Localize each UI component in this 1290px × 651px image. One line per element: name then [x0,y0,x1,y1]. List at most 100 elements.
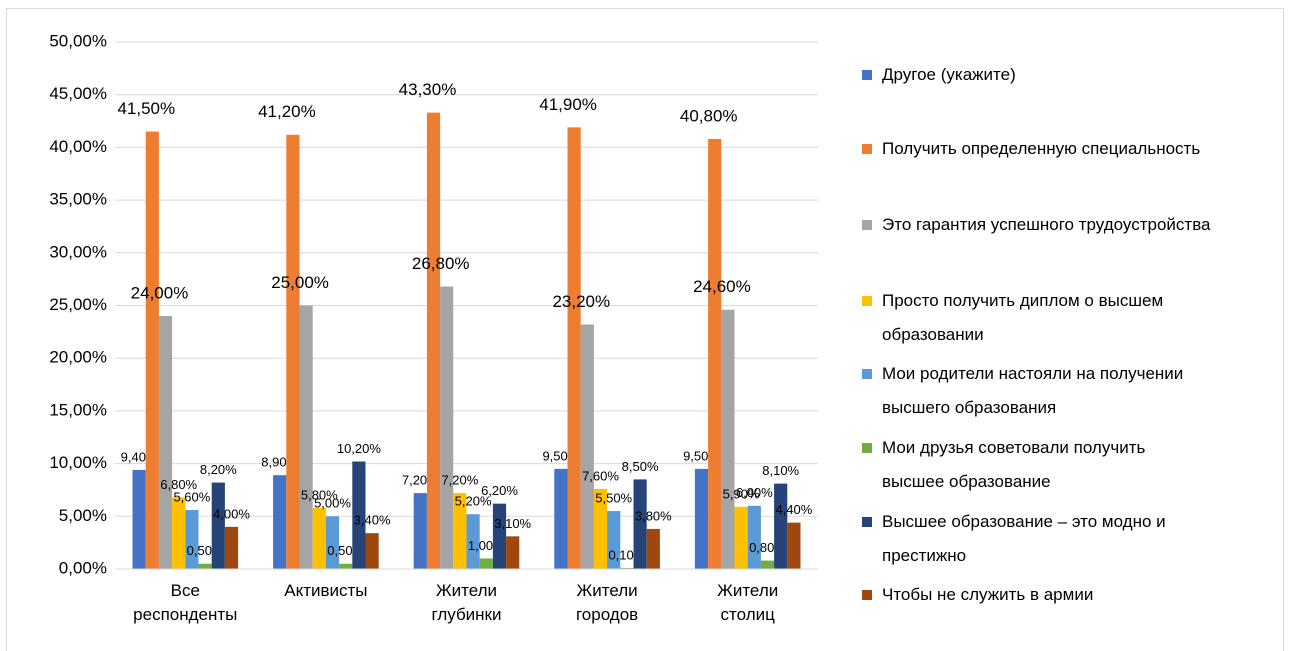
bar [620,567,634,569]
data-label: 5,00% [314,496,351,511]
bar [352,461,366,569]
data-label: 8,50% [622,459,659,474]
data-label: 41,90% [539,95,597,114]
data-label: 7,60% [582,468,619,483]
bar [479,558,493,569]
bar [413,493,427,569]
bar [721,309,735,569]
data-label: 3,10% [494,516,531,531]
legend-entry: Другое (укажите) [862,58,1212,92]
legend-label: Мои родители настояли на получении высше… [882,364,1184,417]
bar [198,563,212,569]
legend-swatch [862,70,872,80]
data-label: 5,90% [723,486,760,501]
x-tick-label: Жители городов [575,581,639,624]
data-label: 24,60% [693,277,751,296]
data-label: 10,20% [337,441,382,456]
x-tick-label: Активисты [284,581,368,600]
legend-entry: Получить определенную специальность [862,132,1212,166]
bar [506,536,520,569]
legend-entry: Мои родители настояли на получении высше… [862,357,1212,425]
bar [440,286,454,569]
data-label: 24,00% [131,284,189,303]
bar [492,503,507,569]
x-tick-label: Жители глубинки [431,581,502,624]
bar [567,127,581,570]
bar [145,131,159,569]
x-tick-label: Жители столиц [717,581,779,624]
legend-entry: Просто получить диплом о высшем образова… [862,284,1212,352]
bar [185,509,199,569]
data-label: 8,10% [762,463,799,478]
legend-label: Просто получить диплом о высшем образова… [882,291,1164,344]
legend-swatch [862,443,872,453]
legend-label: Получить определенную специальность [882,139,1201,158]
legend-label: Высшее образование – это модно и престиж… [882,512,1166,565]
bar [787,522,801,569]
data-label: 23,20% [552,292,610,311]
bar [633,479,647,569]
data-label: 7,20% [441,473,478,488]
data-label: 5,50% [595,490,632,505]
legend-entry: Высшее образование – это модно и престиж… [862,505,1212,573]
y-tick-label: 15,00% [49,400,107,419]
bar [694,468,709,569]
bar [132,469,146,569]
bar [734,506,748,569]
legend-swatch [862,590,872,600]
bar [158,316,173,569]
bar [426,112,441,570]
data-label: 6,80% [160,477,197,492]
bar [312,507,326,569]
data-label: 5,80% [301,487,338,502]
legend-label: Другое (укажите) [882,65,1016,84]
bar [172,497,186,569]
data-label: 43,30% [399,80,457,99]
y-tick-label: 10,00% [49,453,107,472]
bar [365,533,379,569]
y-tick-label: 50,00% [49,31,107,50]
bar [554,468,568,569]
bar [325,516,340,569]
bar [339,563,353,569]
bar [747,505,761,569]
legend-entry: Это гарантия успешного трудоустройства [862,208,1212,242]
data-label: 41,50% [117,99,175,118]
legend-swatch [862,296,872,306]
legend-entry: Мои друзья советовали получить высшее об… [862,431,1212,499]
data-label: 41,20% [258,102,316,121]
legend-label: Чтобы не служить в армии [882,585,1094,604]
bar [774,483,788,569]
data-label: 4,00% [213,506,250,521]
bar [466,514,480,569]
bar [273,475,287,569]
legend-swatch [862,517,872,527]
data-label: 6,20% [481,483,518,498]
y-tick-label: 35,00% [49,190,107,209]
data-label: 25,00% [271,273,329,292]
legend-swatch [862,369,872,379]
bar [211,482,225,569]
bar [593,488,608,569]
y-tick-label: 45,00% [49,84,107,103]
bar [708,138,722,569]
data-label: 5,60% [173,489,210,504]
y-tick-label: 5,00% [59,506,107,525]
bar [299,305,313,569]
chart-frame [6,8,1284,651]
y-tick-label: 30,00% [49,242,107,261]
y-tick-label: 25,00% [49,295,107,314]
data-label: 40,80% [680,106,738,125]
legend-label: Это гарантия успешного трудоустройства [882,215,1211,234]
data-label: 3,80% [635,508,672,523]
data-label: 3,40% [354,513,391,528]
data-label: 6,00% [736,485,773,500]
legend-swatch [862,220,872,230]
y-tick-label: 20,00% [49,348,107,367]
bar [224,526,239,569]
data-label: 5,20% [455,494,492,509]
y-tick-label: 0,00% [59,558,107,577]
bar [760,560,775,569]
